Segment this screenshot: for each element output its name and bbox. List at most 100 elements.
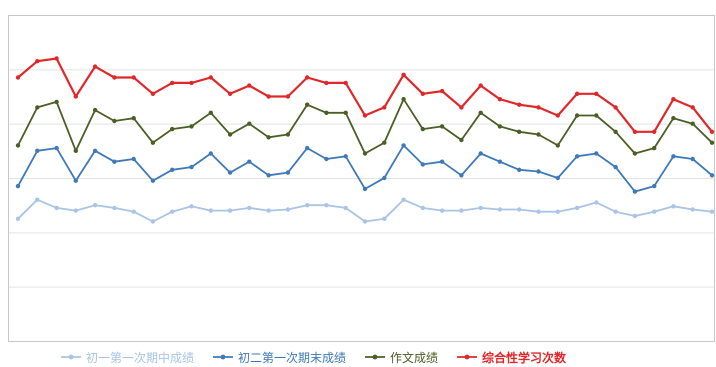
series-4-point-33: [632, 129, 638, 134]
series-2-point-33: [632, 189, 638, 194]
series-2-point-17: [324, 156, 329, 162]
series-1-point-29: [555, 209, 560, 214]
series-2-point-26: [497, 159, 503, 164]
series-2-point-8: [150, 178, 156, 183]
series-3: [15, 97, 715, 156]
legend-swatch-3: [365, 354, 386, 360]
series-2-point-9: [170, 167, 175, 172]
series-2-point-3: [54, 145, 59, 151]
series-1-point-31: [594, 200, 599, 205]
series-2-point-14: [266, 173, 271, 178]
series-2-point-23: [439, 159, 445, 164]
series-4: [15, 56, 715, 134]
series-4-point-12: [227, 91, 233, 97]
legend-label-4: 综合性学习次数: [482, 350, 567, 365]
series-4-point-3: [54, 56, 59, 61]
series-1-point-4: [73, 208, 79, 213]
series-3-point-8: [150, 140, 156, 145]
series-2-point-18: [343, 154, 348, 159]
series-2-point-35: [671, 154, 676, 159]
series-2-point-10: [189, 164, 194, 170]
series-4-point-7: [131, 75, 136, 80]
series-4-point-26: [497, 97, 503, 102]
legend-swatch-4: [457, 354, 478, 360]
series-3-point-16: [305, 102, 310, 107]
series-1: [15, 197, 715, 224]
series-2-point-1: [15, 183, 21, 189]
series-2-point-37: [709, 173, 715, 178]
series-4-point-36: [690, 105, 695, 110]
legend-item-3: 作文成绩: [364, 349, 438, 366]
series-4-point-10: [189, 80, 194, 86]
legend-label-3: 作文成绩: [390, 350, 439, 365]
series-4-point-23: [439, 88, 445, 94]
series-3-point-4: [73, 148, 79, 153]
series-4-point-4: [73, 94, 79, 99]
gridlines: [9, 69, 714, 288]
series-3-point-12: [227, 132, 233, 137]
series-1-point-12: [227, 208, 233, 213]
series-2-point-34: [652, 183, 657, 189]
series-2-point-6: [112, 159, 117, 164]
series-1-point-36: [690, 207, 695, 212]
series-4-point-8: [150, 91, 156, 97]
series-4-point-35: [671, 97, 676, 102]
legend-swatch-2: [213, 354, 234, 360]
series-4-point-14: [266, 94, 271, 99]
series-4-point-27: [517, 102, 522, 107]
series-2-point-16: [305, 145, 310, 151]
series-4-point-32: [613, 105, 618, 110]
series-4-point-11: [208, 75, 213, 80]
series-1-point-33: [632, 213, 638, 219]
series-3-point-24: [459, 137, 464, 143]
series-4-point-13: [247, 83, 252, 88]
series-1-point-9: [170, 209, 175, 214]
series-2-point-21: [401, 143, 406, 148]
series-1-point-18: [343, 205, 348, 211]
series-2-point-25: [478, 151, 483, 156]
series-2-point-27: [517, 167, 522, 172]
series-3-point-9: [170, 126, 175, 132]
series-2-point-19: [362, 186, 368, 192]
series-4-point-29: [555, 113, 560, 118]
legend-item-4: 综合性学习次数: [456, 349, 566, 366]
series-3-point-25: [478, 110, 483, 116]
series-3-point-5: [92, 107, 98, 113]
series-1-point-22: [420, 205, 425, 211]
series-4-point-34: [652, 129, 657, 134]
series-1-point-19: [362, 219, 368, 224]
series-2-point-24: [459, 173, 464, 178]
series-4-point-15: [285, 94, 291, 99]
legend-label-2: 初二第一次期末成绩: [238, 350, 347, 365]
series-3-point-34: [652, 145, 657, 151]
series-1-point-8: [150, 219, 156, 224]
series-1-point-10: [189, 204, 194, 209]
series-1-point-37: [709, 209, 715, 214]
series-2-point-7: [131, 156, 136, 162]
series-group: [15, 56, 715, 224]
series-3-point-6: [112, 118, 117, 124]
series-3-point-31: [594, 113, 599, 118]
series-3-point-2: [35, 105, 40, 110]
legend-item-2: 初二第一次期末成绩: [212, 349, 346, 366]
series-1-point-35: [671, 204, 676, 209]
series-2-point-28: [536, 169, 541, 174]
series-2-point-31: [594, 151, 599, 156]
series-4-point-2: [35, 59, 40, 64]
series-3-point-29: [555, 143, 560, 148]
series-2-point-2: [35, 148, 40, 153]
legend-item-1: 初一第一次期中成绩: [60, 349, 194, 366]
series-3-point-21: [401, 97, 406, 102]
series-2-point-29: [555, 175, 560, 181]
series-2-point-36: [690, 156, 695, 162]
series-1-point-16: [305, 203, 310, 208]
series-3-point-1: [15, 143, 21, 148]
series-1-point-13: [247, 205, 252, 211]
series-1-point-3: [54, 205, 59, 211]
series-3-point-11: [208, 110, 213, 116]
series-3-point-28: [536, 132, 541, 137]
series-3-point-7: [131, 116, 136, 121]
series-4-point-17: [324, 80, 329, 86]
